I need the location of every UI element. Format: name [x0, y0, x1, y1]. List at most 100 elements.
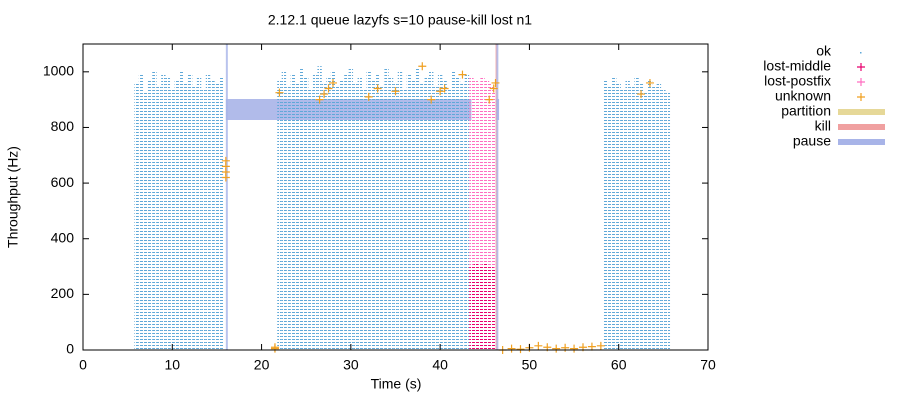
- point-column: [402, 88, 407, 350]
- y-tick-label: 200: [51, 285, 75, 301]
- point-column: [344, 74, 349, 350]
- point-column: [317, 66, 322, 350]
- point-column: [471, 269, 476, 350]
- point: [552, 344, 561, 353]
- point-column: [411, 80, 416, 350]
- point: [596, 341, 605, 350]
- point-column: [620, 88, 626, 350]
- point-column: [295, 82, 300, 350]
- point-column: [487, 272, 492, 350]
- point-column: [384, 69, 389, 350]
- point-column: [277, 80, 282, 350]
- point-column: [393, 82, 398, 350]
- point-column: [647, 80, 653, 350]
- point: [458, 70, 467, 79]
- point: [364, 92, 373, 101]
- legend-label: lost-middle: [763, 58, 831, 74]
- point: [320, 90, 329, 99]
- point-column: [491, 269, 496, 350]
- point: [587, 342, 596, 351]
- point: [485, 95, 494, 104]
- y-tick-label: 1000: [43, 63, 74, 79]
- point: [507, 344, 516, 353]
- point-column: [362, 88, 367, 350]
- point-column: [424, 77, 429, 350]
- point-column: [335, 85, 340, 351]
- point-column: [491, 91, 496, 351]
- point-column: [480, 269, 485, 350]
- chart-title: 2.12.1 queue lazyfs s=10 pause-kill lost…: [268, 12, 532, 28]
- point-column: [286, 85, 291, 351]
- nemesis-line: [225, 44, 228, 350]
- point-column: [321, 82, 327, 350]
- point-column: [475, 272, 481, 350]
- point-column: [487, 82, 492, 350]
- point-column: [489, 85, 494, 351]
- point-column: [473, 80, 479, 350]
- point: [275, 88, 284, 97]
- point: [489, 84, 498, 93]
- x-tick-label: 60: [611, 357, 627, 373]
- point: [570, 344, 579, 353]
- legend-label: lost-postfix: [764, 73, 831, 89]
- point-column: [437, 74, 443, 350]
- point-column: [161, 74, 166, 350]
- x-tick-label: 10: [164, 357, 180, 373]
- legend-marker: [860, 52, 862, 54]
- point-column: [379, 85, 385, 351]
- point-column: [482, 88, 487, 350]
- point-column: [281, 71, 287, 351]
- point-column: [643, 91, 648, 351]
- y-tick-label: 0: [66, 341, 74, 357]
- point-column: [482, 263, 487, 350]
- point-column: [147, 80, 153, 350]
- point-column: [170, 88, 175, 350]
- point: [491, 78, 500, 87]
- legend-label: partition: [781, 103, 831, 119]
- point-column: [192, 85, 197, 351]
- point: [391, 87, 400, 96]
- plot-frame: [82, 43, 709, 351]
- point: [440, 84, 449, 93]
- point-column: [308, 88, 313, 350]
- point-column: [480, 77, 485, 350]
- legend-marker: [857, 78, 865, 86]
- point: [221, 156, 230, 165]
- point-column: [205, 74, 211, 350]
- point-column: [388, 77, 394, 350]
- point-column: [397, 71, 403, 351]
- point-column: [174, 80, 179, 350]
- point: [329, 78, 337, 87]
- point-column: [357, 77, 362, 350]
- point-column: [326, 77, 331, 350]
- point-column: [210, 80, 215, 350]
- point-column: [446, 88, 452, 350]
- x-tick-label: 0: [79, 357, 87, 373]
- point-column: [304, 77, 309, 350]
- point-column: [353, 82, 358, 350]
- point-column: [489, 266, 494, 350]
- point-column: [471, 82, 476, 350]
- legend-label: unknown: [775, 88, 831, 104]
- point-column: [415, 69, 421, 350]
- point: [637, 90, 646, 99]
- point-column: [478, 266, 483, 350]
- x-tick-label: 40: [432, 357, 448, 373]
- point-column: [420, 82, 425, 350]
- point-column: [484, 80, 490, 350]
- point-column: [165, 77, 171, 350]
- point-column: [469, 77, 474, 350]
- point-column: [187, 74, 193, 350]
- point-column: [290, 74, 296, 350]
- x-tick-label: 20: [254, 357, 270, 373]
- point: [418, 62, 427, 71]
- point-column: [652, 85, 657, 351]
- point-column: [156, 85, 162, 351]
- point-column: [455, 77, 461, 350]
- point-column: [196, 77, 202, 350]
- point: [645, 78, 654, 87]
- y-axis-label: Throughput (Hz): [5, 146, 21, 248]
- point-column: [607, 85, 612, 351]
- point-column: [469, 266, 474, 350]
- point: [324, 84, 333, 93]
